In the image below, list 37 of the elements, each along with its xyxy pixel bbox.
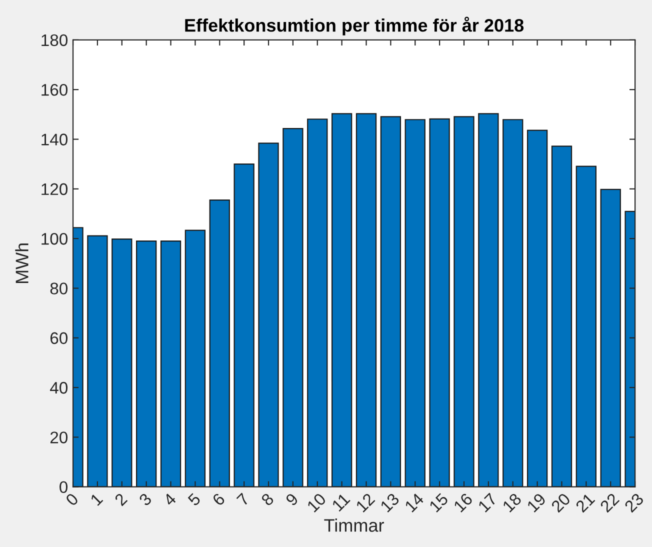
y-tick-label: 80 bbox=[50, 282, 68, 294]
y-tick-label: 100 bbox=[42, 232, 68, 245]
x-tick-label: 18 bbox=[502, 492, 522, 513]
y-tick-label: 0 bbox=[60, 481, 68, 494]
y-tick-label: 40 bbox=[50, 382, 68, 394]
y-tick-label: 60 bbox=[50, 332, 68, 344]
y-tick-label: 160 bbox=[42, 84, 68, 96]
x-tick-label: 20 bbox=[550, 492, 571, 513]
x-tick-label: 6 bbox=[212, 492, 226, 506]
x-axis-title: Timmar bbox=[324, 518, 384, 532]
x-tick-label: 5 bbox=[187, 492, 202, 506]
x-tick-label: 12 bbox=[355, 492, 376, 512]
x-tick-label: 19 bbox=[526, 492, 546, 513]
x-tick-label: 3 bbox=[138, 492, 152, 506]
y-tick-label: 140 bbox=[42, 134, 68, 146]
x-tick-label: 14 bbox=[404, 492, 424, 512]
y-axis-title: MWh bbox=[15, 243, 28, 283]
x-tick-label: 11 bbox=[332, 492, 350, 512]
x-tick-label: 16 bbox=[453, 492, 474, 513]
chart-title: Effektkonsumtion per timme för år 2018 bbox=[185, 16, 524, 36]
x-tick-label: 23 bbox=[624, 492, 644, 513]
x-tick-label: 1 bbox=[90, 492, 104, 506]
x-tick-label: 8 bbox=[260, 492, 274, 506]
x-tick-label: 13 bbox=[380, 492, 400, 513]
y-tick-label: 180 bbox=[42, 34, 68, 46]
x-tick-label: 17 bbox=[478, 492, 498, 512]
x-tick-label: 9 bbox=[285, 492, 299, 506]
x-tick-label: 2 bbox=[114, 492, 128, 506]
x-tick-label: 7 bbox=[236, 492, 250, 506]
y-tick-label: 20 bbox=[50, 432, 68, 444]
x-tick-label: 0 bbox=[65, 492, 80, 506]
x-tick-label: 4 bbox=[162, 492, 177, 507]
x-tick-label: 10 bbox=[306, 492, 327, 513]
y-tick-label: 120 bbox=[42, 183, 68, 196]
x-tick-label: 15 bbox=[428, 492, 449, 513]
x-tick-label: 22 bbox=[599, 492, 620, 513]
x-tick-label: 21 bbox=[575, 492, 596, 513]
